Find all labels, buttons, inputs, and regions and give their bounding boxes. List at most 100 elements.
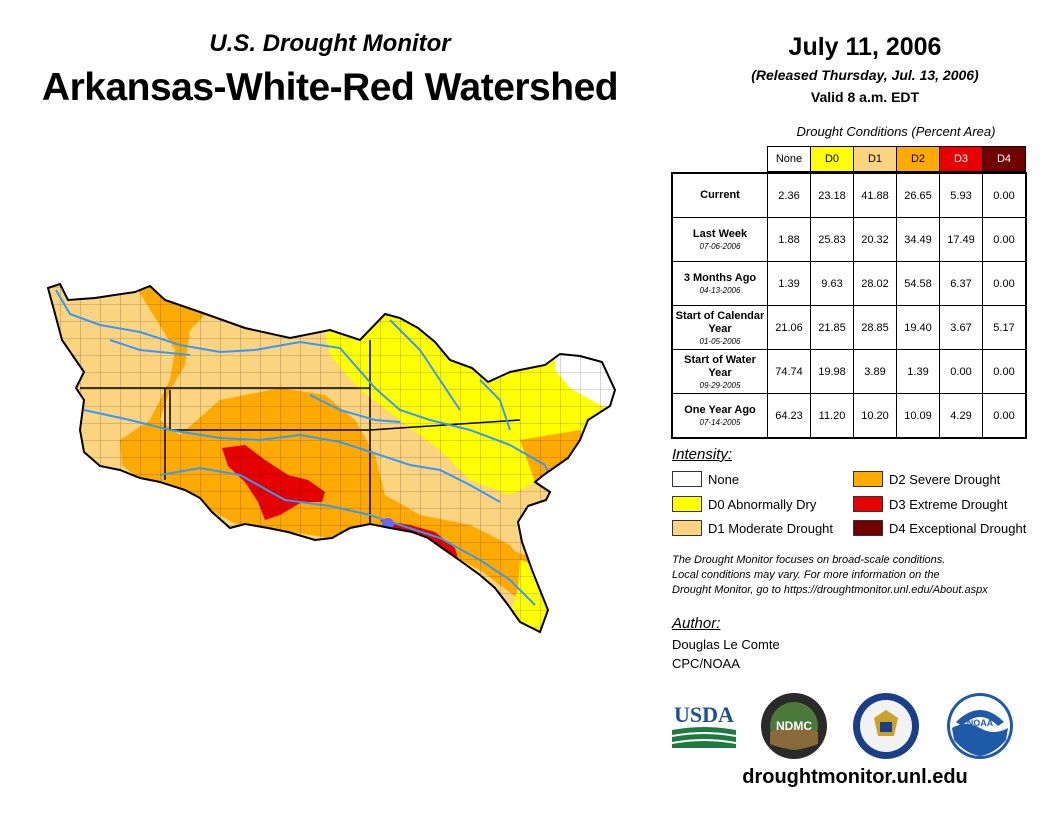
table-cell: 17.49 bbox=[939, 217, 983, 262]
row-label: Start of Water Year bbox=[684, 353, 756, 379]
row-label: Start of Calendar Year bbox=[675, 309, 765, 335]
table-cell: 23.18 bbox=[810, 172, 854, 218]
table-cell: 0.00 bbox=[982, 393, 1027, 439]
note-line: Local conditions may vary. For more info… bbox=[672, 569, 940, 581]
table-cell: 26.65 bbox=[896, 172, 940, 218]
legend-label: D4 Exceptional Drought bbox=[889, 520, 1027, 536]
ndmc-logo: NDMC bbox=[761, 693, 827, 759]
col-none: None bbox=[767, 146, 811, 172]
table-row: One Year Ago 07-14-2005 64.23 11.20 10.20… bbox=[671, 393, 1027, 439]
row-label: 3 Months Ago bbox=[683, 272, 757, 284]
usda-logo-text: USDA bbox=[674, 702, 734, 727]
row-label: Last Week bbox=[692, 228, 748, 240]
table-caption: Drought Conditions (Percent Area) bbox=[796, 124, 996, 139]
table-cell: 3.67 bbox=[939, 305, 983, 350]
row-date: 09-29-2005 bbox=[699, 380, 741, 390]
table-cell: 10.20 bbox=[853, 393, 897, 439]
table-cell: 74.74 bbox=[767, 349, 811, 394]
ndmc-logo-text: NDMC bbox=[776, 719, 812, 733]
release-date: (Released Thursday, Jul. 13, 2006) bbox=[751, 67, 979, 83]
map-subtitle: U.S. Drought Monitor bbox=[209, 30, 451, 57]
legend-swatch bbox=[672, 520, 702, 536]
rivers bbox=[55, 289, 556, 606]
table-cell: 54.58 bbox=[896, 261, 940, 306]
legend-label: D3 Extreme Drought bbox=[889, 496, 1008, 512]
legend-swatch bbox=[853, 496, 883, 512]
row-date: 07-14-2005 bbox=[699, 418, 741, 427]
author-org: CPC/NOAA bbox=[672, 656, 740, 671]
author-label: Author: bbox=[672, 615, 721, 632]
table-cell: 0.00 bbox=[982, 217, 1027, 262]
legend-label: None bbox=[708, 471, 740, 487]
commerce-seal bbox=[853, 693, 919, 759]
table-cell: 19.40 bbox=[896, 305, 940, 350]
table-row: Last Week 07-06-2006 1.88 25.83 20.32 34.… bbox=[671, 217, 1027, 262]
legend-item-none: None bbox=[672, 471, 739, 487]
legend-label: D1 Moderate Drought bbox=[708, 520, 834, 536]
row-date: 01-05-2006 bbox=[699, 336, 741, 346]
table-cell: 11.20 bbox=[810, 393, 854, 439]
table-cell: 19.98 bbox=[810, 349, 854, 394]
table-cell: 0.00 bbox=[982, 261, 1027, 306]
table-cell: 2.36 bbox=[767, 172, 811, 218]
table-cell: 5.93 bbox=[939, 172, 983, 218]
row-label: One Year Ago bbox=[684, 404, 756, 416]
valid-date: July 11, 2006 bbox=[788, 33, 942, 61]
noaa-logo-text: NOAA bbox=[967, 718, 994, 728]
row-label: Current bbox=[700, 189, 740, 201]
table-row: Start of Calendar Year 01-05-2006 21.06 2… bbox=[671, 305, 1027, 350]
col-d2: D2 bbox=[896, 146, 940, 172]
county-lines bbox=[48, 284, 615, 632]
table-cell: 0.00 bbox=[982, 349, 1027, 394]
website-link[interactable]: droughtmonitor.unl.edu bbox=[742, 766, 968, 788]
legend-swatch bbox=[853, 471, 883, 487]
legend-item-d0: D0 Abnormally Dry bbox=[672, 496, 816, 512]
col-d4: D4 bbox=[982, 146, 1026, 172]
table-cell: 34.49 bbox=[896, 217, 940, 262]
note-line: Drought Monitor, go to https://droughtmo… bbox=[672, 584, 988, 596]
legend-title: Intensity: bbox=[672, 446, 733, 463]
legend-item-d2: D2 Severe Drought bbox=[853, 471, 1000, 487]
table-cell: 28.85 bbox=[853, 305, 897, 350]
table-cell: 20.32 bbox=[853, 217, 897, 262]
table-cell: 1.39 bbox=[767, 261, 811, 306]
table-cell: 21.85 bbox=[810, 305, 854, 350]
map-title: Arkansas-White-Red Watershed bbox=[41, 66, 619, 109]
table-cell: 10.09 bbox=[896, 393, 940, 439]
table-cell: 4.29 bbox=[939, 393, 983, 439]
table-cell: 6.37 bbox=[939, 261, 983, 306]
table-cell: 41.88 bbox=[853, 172, 897, 218]
table-cell: 3.89 bbox=[853, 349, 897, 394]
table-cell: 9.63 bbox=[810, 261, 854, 306]
valid-time: Valid 8 a.m. EDT bbox=[810, 89, 920, 105]
drought-stats-table: Current 2.36 23.18 41.88 26.65 5.93 0.00… bbox=[671, 172, 1027, 439]
col-d1: D1 bbox=[853, 146, 897, 172]
table-row: Start of Water Year 09-29-2005 74.74 19.9… bbox=[671, 349, 1027, 394]
table-row: Current 2.36 23.18 41.88 26.65 5.93 0.00 bbox=[671, 172, 1027, 218]
author-name: Douglas Le Comte bbox=[672, 637, 780, 652]
legend-label: D0 Abnormally Dry bbox=[708, 496, 817, 512]
note-line: The Drought Monitor focuses on broad-sca… bbox=[672, 554, 946, 566]
legend-swatch bbox=[853, 520, 883, 536]
table-cell: 1.88 bbox=[767, 217, 811, 262]
table-cell: 21.06 bbox=[767, 305, 811, 350]
col-d3: D3 bbox=[939, 146, 983, 172]
legend-label: D2 Severe Drought bbox=[889, 471, 1001, 487]
row-date: 07-06-2006 bbox=[699, 242, 741, 251]
table-cell: 0.00 bbox=[982, 172, 1027, 218]
category-header: None D0 D1 D2 D3 D4 bbox=[767, 146, 1026, 172]
table-cell: 1.39 bbox=[896, 349, 940, 394]
legend-item-d4: D4 Exceptional Drought bbox=[853, 520, 1026, 536]
legend-item-d3: D3 Extreme Drought bbox=[853, 496, 1008, 512]
table-cell: 25.83 bbox=[810, 217, 854, 262]
usda-logo: USDA bbox=[672, 702, 736, 748]
table-cell: 5.17 bbox=[982, 305, 1027, 350]
table-cell: 0.00 bbox=[939, 349, 983, 394]
watershed-map bbox=[47, 283, 616, 633]
col-d0: D0 bbox=[810, 146, 854, 172]
table-cell: 64.23 bbox=[767, 393, 811, 439]
table-cell: 28.02 bbox=[853, 261, 897, 306]
disclaimer-note: The Drought Monitor focuses on broad-sca… bbox=[672, 553, 1042, 598]
row-date: 04-13-2006 bbox=[699, 286, 741, 295]
legend-item-d1: D1 Moderate Drought bbox=[672, 520, 833, 536]
